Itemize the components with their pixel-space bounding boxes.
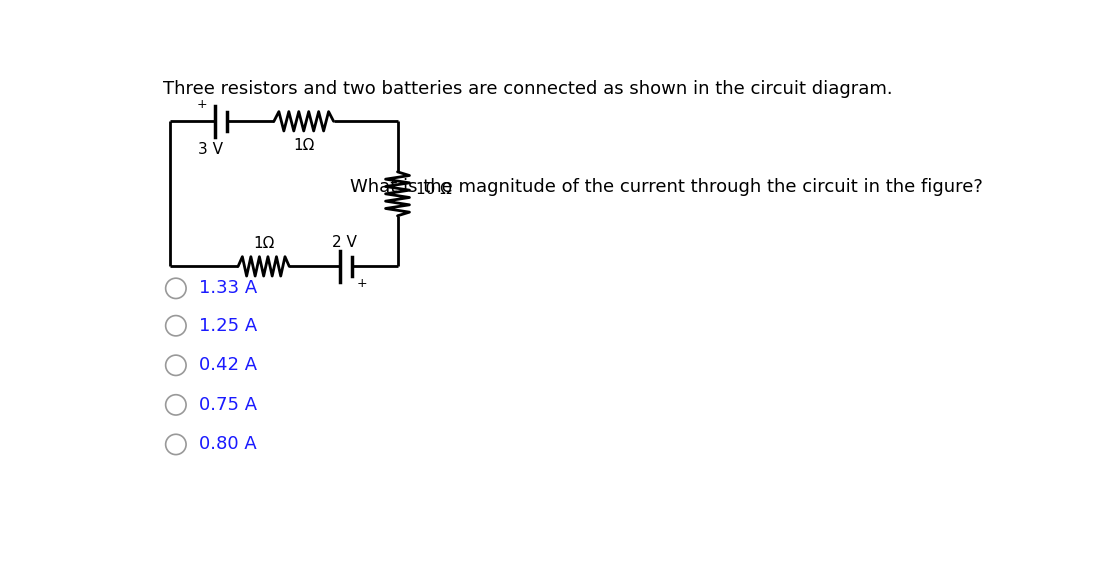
Text: 0.80 A: 0.80 A bbox=[199, 436, 256, 453]
Text: 2 V: 2 V bbox=[332, 235, 358, 250]
Text: Three resistors and two batteries are connected as shown in the circuit diagram.: Three resistors and two batteries are co… bbox=[163, 79, 893, 98]
Text: 1Ω: 1Ω bbox=[293, 138, 315, 153]
Text: +: + bbox=[197, 98, 208, 111]
Text: 0.42 A: 0.42 A bbox=[199, 356, 257, 375]
Text: 10 Ω: 10 Ω bbox=[416, 182, 452, 197]
Text: 3 V: 3 V bbox=[198, 142, 223, 158]
Text: 1Ω: 1Ω bbox=[253, 236, 274, 251]
Text: +: + bbox=[356, 276, 367, 289]
Text: 1.33 A: 1.33 A bbox=[199, 279, 257, 297]
Text: 1.25 A: 1.25 A bbox=[199, 317, 257, 335]
Text: 0.75 A: 0.75 A bbox=[199, 396, 257, 414]
Text: What is the magnitude of the current through the circuit in the figure?: What is the magnitude of the current thr… bbox=[350, 178, 982, 196]
